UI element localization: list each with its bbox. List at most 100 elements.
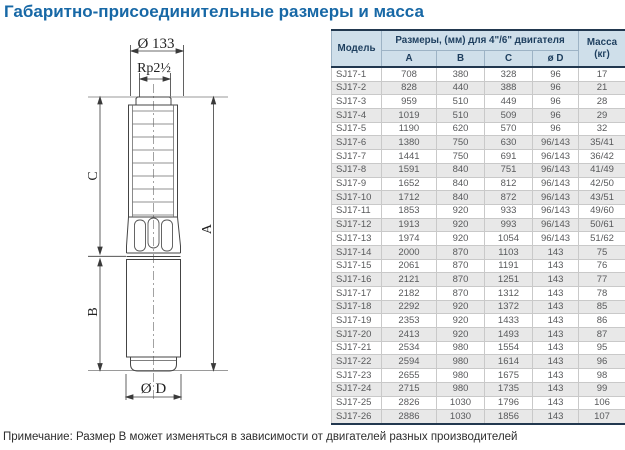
model-cell: SJ17-18 (331, 299, 382, 315)
b-cell: 1030 (436, 395, 485, 411)
d-cell: 96/143 (531, 217, 580, 233)
column-header-a: A (381, 50, 437, 68)
table-row: SJ17-8 1591 840 751 96/143 41/49 (331, 162, 625, 178)
b-cell: 840 (436, 162, 485, 178)
a-cell: 2353 (381, 313, 437, 329)
column-header-d: ø D (531, 50, 580, 68)
a-cell: 2061 (381, 258, 437, 274)
dim-thread (138, 73, 172, 97)
table-row: SJ17-20 2413 920 1493 143 87 (331, 327, 625, 342)
c-cell: 1251 (484, 272, 533, 287)
model-cell: SJ17-7 (331, 149, 382, 164)
pump-body (128, 104, 178, 218)
c-cell: 1433 (484, 313, 533, 329)
spec-table: Модель Размеры, (мм) для 4"/6" двигателя… (331, 29, 625, 425)
table-row: SJ17-1 708 380 328 96 17 (331, 66, 625, 82)
a-cell: 1591 (381, 162, 437, 178)
model-cell: SJ17-16 (331, 272, 382, 287)
mass-cell: 28 (578, 94, 625, 110)
b-cell: 920 (436, 203, 485, 219)
thread-label: Rp2½ (137, 61, 171, 76)
b-cell: 870 (436, 272, 485, 287)
dim-bottom-diameter (124, 374, 183, 400)
c-cell: 570 (484, 121, 533, 137)
mass-cell: 50/61 (578, 217, 625, 233)
cable-guard-slots (134, 217, 173, 252)
d-cell: 143 (531, 299, 580, 315)
column-header-dimensions-group: Размеры, (мм) для 4"/6" двигателя (380, 29, 580, 51)
d-cell: 143 (531, 244, 580, 260)
table-row: SJ17-25 2826 1030 1796 143 106 (331, 395, 625, 411)
a-cell: 1853 (381, 203, 437, 219)
model-cell: SJ17-23 (331, 368, 382, 383)
dim-c-label: C (86, 171, 101, 180)
table-row: SJ17-17 2182 870 1312 143 78 (331, 286, 625, 301)
b-cell: 870 (436, 286, 485, 301)
b-cell: 1030 (436, 409, 485, 425)
model-cell: SJ17-8 (331, 162, 382, 178)
mass-cell: 99 (578, 381, 625, 397)
d-cell: 143 (531, 286, 580, 301)
mass-cell: 86 (578, 313, 625, 329)
b-cell: 440 (436, 80, 485, 96)
model-cell: SJ17-10 (331, 190, 382, 205)
b-cell: 750 (436, 149, 485, 164)
model-cell: SJ17-3 (331, 94, 382, 110)
mass-cell: 17 (578, 66, 625, 82)
mass-cell: 51/62 (578, 231, 625, 246)
c-cell: 933 (484, 203, 533, 219)
mass-cell: 35/41 (578, 135, 625, 151)
a-cell: 2594 (381, 354, 437, 370)
b-cell: 980 (436, 368, 485, 383)
model-cell: SJ17-11 (331, 203, 382, 219)
spec-table-container: Модель Размеры, (мм) для 4"/6" двигателя… (331, 29, 625, 425)
c-cell: 1312 (484, 286, 533, 301)
b-cell: 380 (436, 66, 485, 82)
d-cell: 143 (531, 381, 580, 397)
c-cell: 812 (484, 176, 533, 192)
footnote: Примечание: Размер B может изменяться в … (3, 431, 518, 443)
model-cell: SJ17-14 (331, 244, 382, 260)
a-cell: 828 (381, 80, 437, 96)
table-row: SJ17-5 1190 620 570 96 32 (331, 121, 625, 137)
table-row: SJ17-9 1652 840 812 96/143 42/50 (331, 176, 625, 192)
b-cell: 920 (436, 217, 485, 233)
mass-cell: 85 (578, 299, 625, 315)
a-cell: 1019 (381, 108, 437, 123)
pump-drawing: Ø 133 Rp2½ C B A Ø D (86, 36, 228, 402)
c-cell: 691 (484, 149, 533, 164)
d-cell: 96 (531, 66, 580, 82)
c-cell: 1372 (484, 299, 533, 315)
model-cell: SJ17-25 (331, 395, 382, 411)
model-cell: SJ17-12 (331, 217, 382, 233)
table-row: SJ17-26 2886 1030 1856 143 107 (331, 409, 625, 425)
d-cell: 96/143 (531, 203, 580, 219)
b-cell: 870 (436, 244, 485, 260)
a-cell: 2413 (381, 327, 437, 342)
d-cell: 96/143 (531, 149, 580, 164)
c-cell: 872 (484, 190, 533, 205)
d-cell: 143 (531, 368, 580, 383)
c-cell: 751 (484, 162, 533, 178)
a-cell: 2182 (381, 286, 437, 301)
table-row: SJ17-4 1019 510 509 96 29 (331, 108, 625, 123)
c-cell: 993 (484, 217, 533, 233)
d-cell: 96 (531, 94, 580, 110)
b-cell: 980 (436, 381, 485, 397)
mass-cell: 107 (578, 409, 625, 425)
a-cell: 2292 (381, 299, 437, 315)
mass-cell: 76 (578, 258, 625, 274)
d-cell: 143 (531, 313, 580, 329)
model-cell: SJ17-26 (331, 409, 382, 425)
c-cell: 1796 (484, 395, 533, 411)
c-cell: 1191 (484, 258, 533, 274)
mass-cell: 75 (578, 244, 625, 260)
table-row: SJ17-15 2061 870 1191 143 76 (331, 258, 625, 274)
d-cell: 143 (531, 340, 580, 356)
a-cell: 2715 (381, 381, 437, 397)
d-cell: 96/143 (531, 135, 580, 151)
model-cell: SJ17-19 (331, 313, 382, 329)
table-row: SJ17-10 1712 840 872 96/143 43/51 (331, 190, 625, 205)
d-cell: 143 (531, 409, 580, 425)
